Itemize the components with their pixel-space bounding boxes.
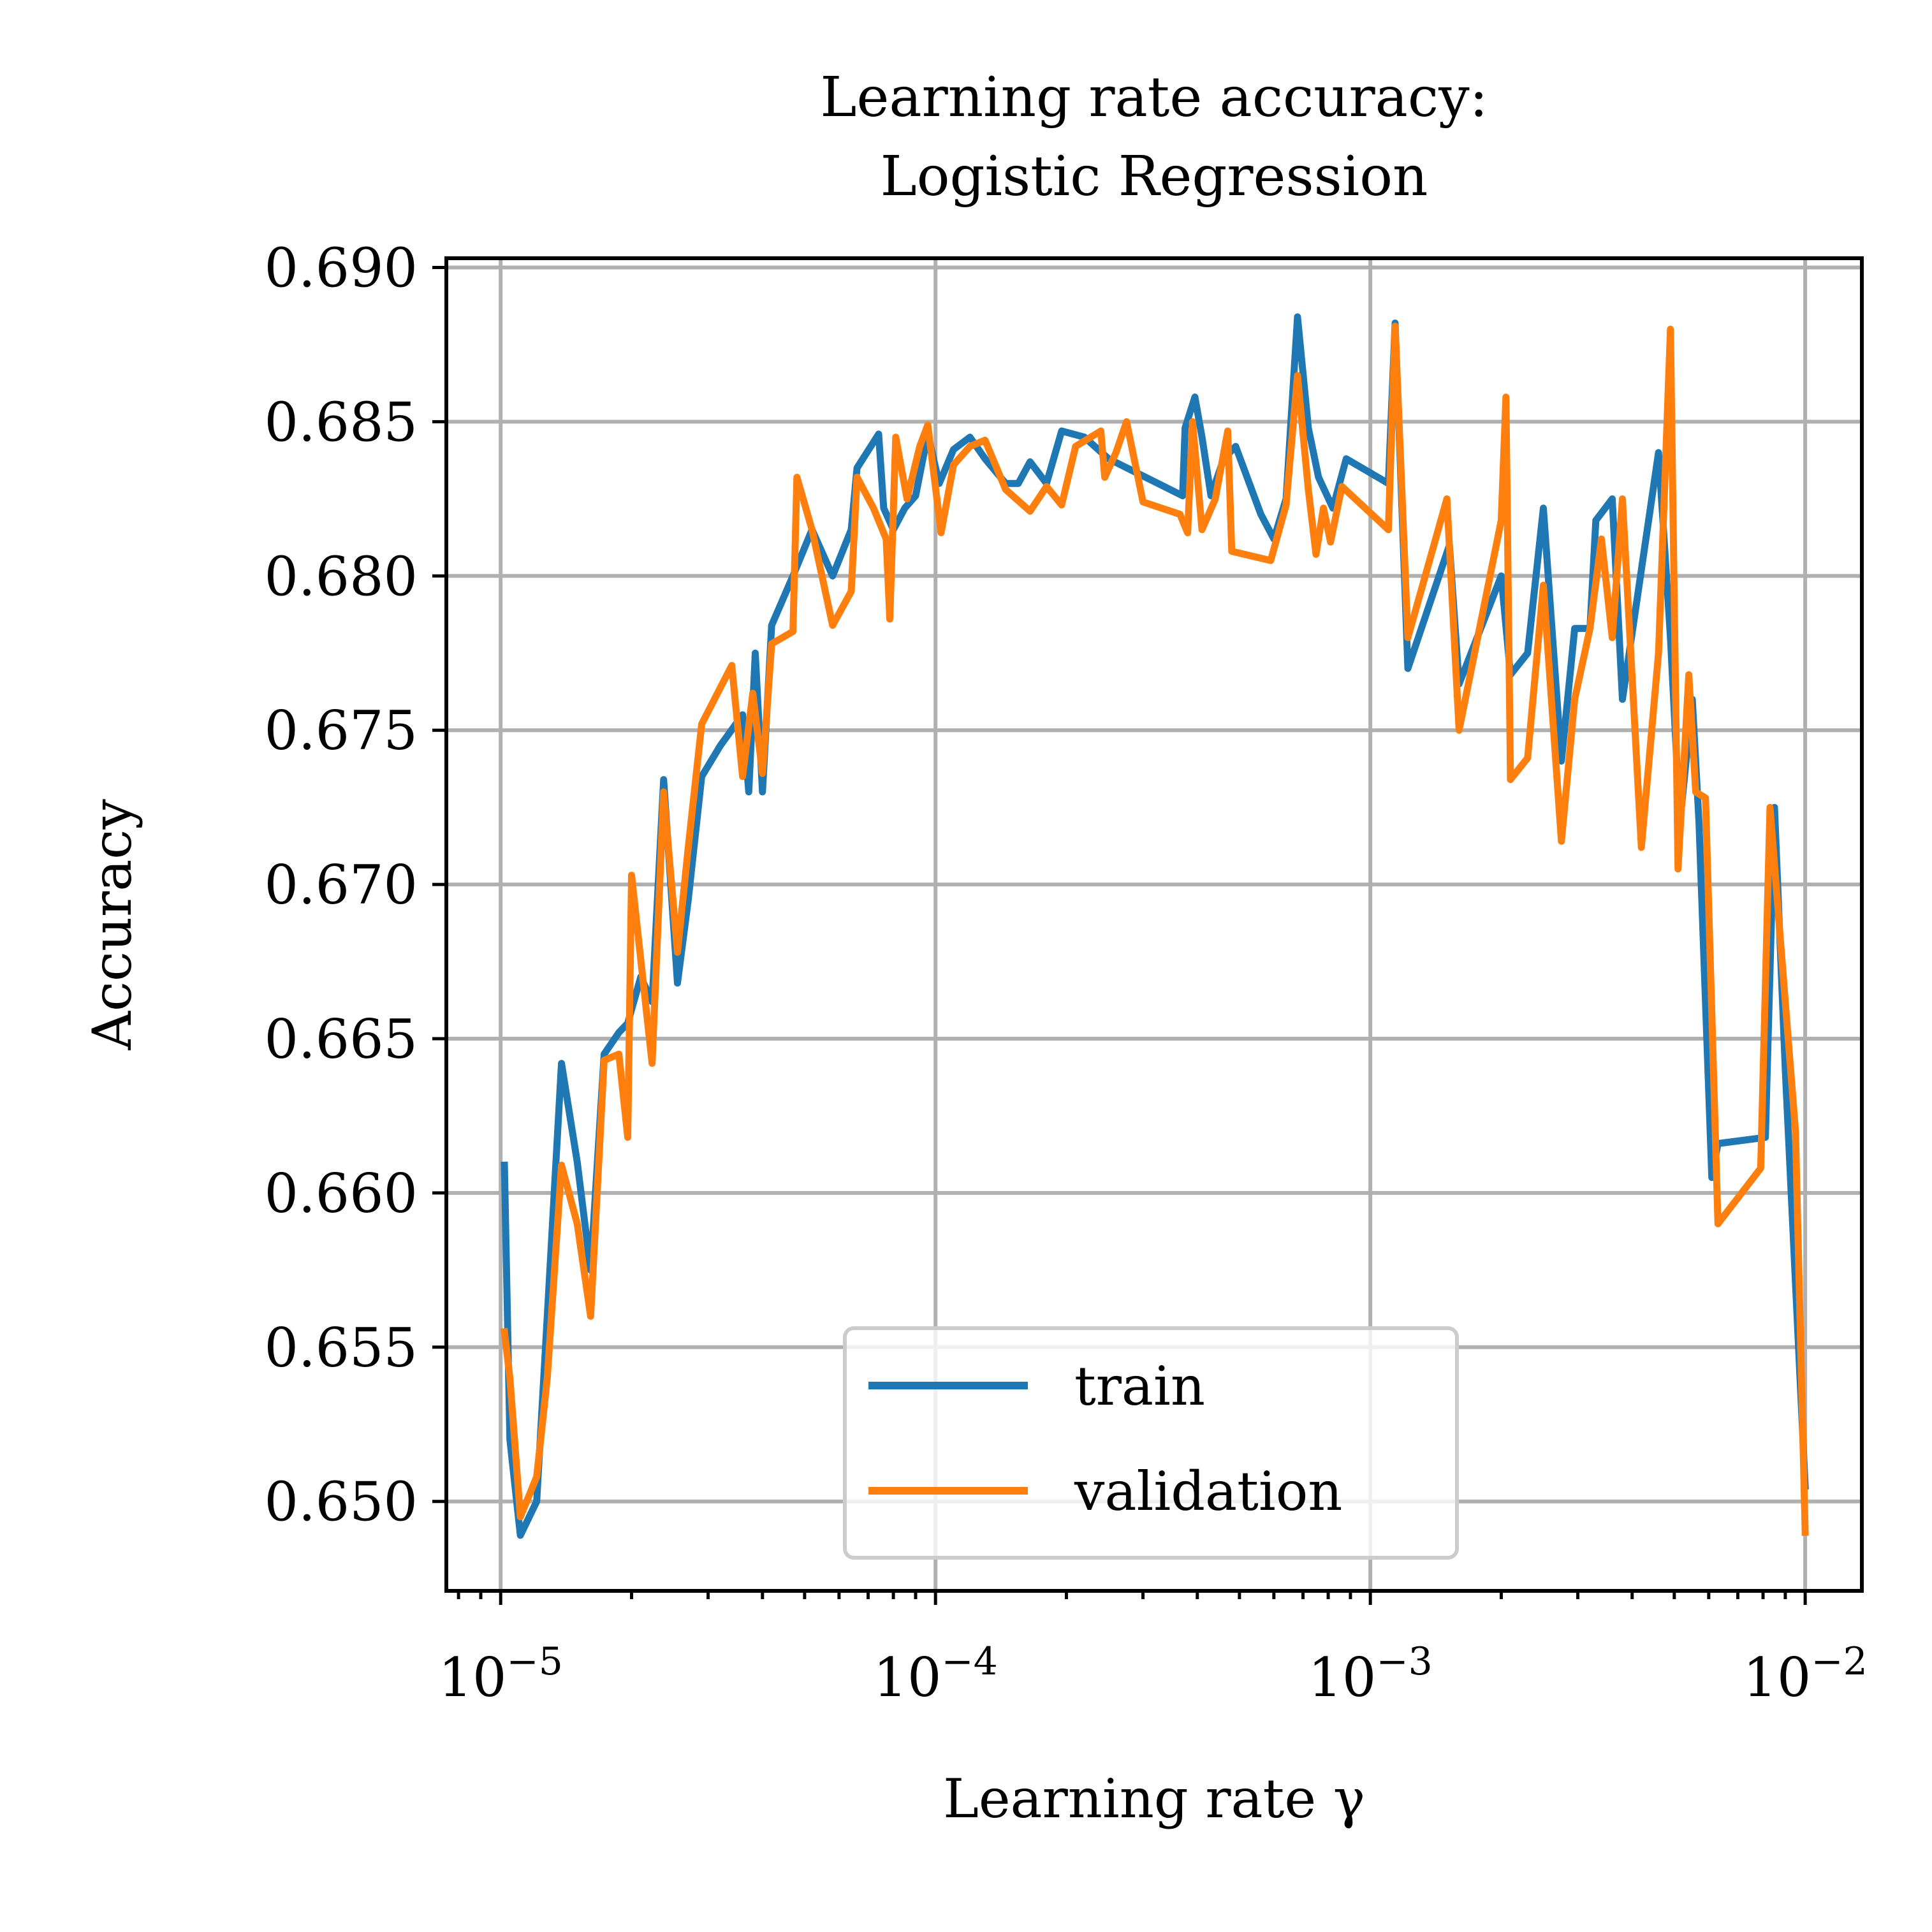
- y-axis-label: Accuracy: [81, 799, 143, 1051]
- x-tick-label: 10−4: [874, 1639, 998, 1709]
- y-tick-label: 0.670: [265, 854, 418, 916]
- y-tick-label: 0.665: [265, 1008, 418, 1071]
- x-axis-label: Learning rate γ: [943, 1767, 1365, 1830]
- y-tick-label: 0.675: [265, 699, 418, 762]
- y-tick-label: 0.660: [265, 1162, 418, 1225]
- chart-title-line-1: Learning rate accuracy:: [820, 66, 1488, 129]
- series-layer: [500, 313, 1809, 1539]
- y-tick-label: 0.655: [265, 1317, 418, 1379]
- x-tick-label: 10−3: [1308, 1639, 1432, 1709]
- y-tick-label: 0.650: [265, 1471, 418, 1533]
- y-tick-label: 0.690: [265, 237, 418, 300]
- legend-label-validation: validation: [1074, 1460, 1342, 1523]
- series-line-validation: [500, 322, 1809, 1536]
- x-tick-label: 10−2: [1743, 1639, 1867, 1709]
- y-tick-label: 0.685: [265, 391, 418, 453]
- chart-title-line-2: Logistic Regression: [881, 145, 1428, 209]
- x-tick-label: 10−5: [439, 1639, 563, 1709]
- legend: train validation: [843, 1326, 1459, 1560]
- legend-label-train: train: [1074, 1355, 1205, 1417]
- y-tick-label: 0.680: [265, 545, 418, 608]
- plot-frame: [444, 256, 1864, 1593]
- tick-layer: 0.650 0.655 0.660 0.665 0.670 0.675 0.680 0.685…: [265, 237, 1868, 1709]
